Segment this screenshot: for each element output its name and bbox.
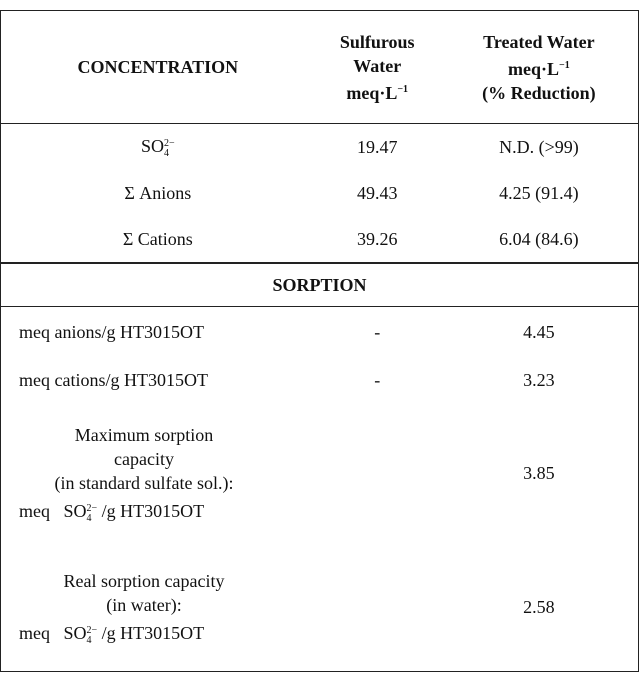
cell: Σ Anions (124, 182, 192, 203)
label-line: Real sorption capacity (63, 570, 225, 591)
row: meq anions/g HT3015OT - 4.45 (1, 307, 639, 358)
formula-sup: 2− (86, 624, 98, 636)
header-text: Sulfurous (339, 31, 415, 52)
section-title: SORPTION (0, 262, 639, 307)
header-cell: CONCENTRATION (1, 11, 315, 124)
cell: SO 2− 4 (1, 124, 315, 171)
cell: N.D. (>99) (499, 136, 579, 157)
cell: Maximum sorption capacity (in standard s… (1, 403, 315, 543)
unit-exp: −1 (559, 59, 570, 71)
row: Real sorption capacity (in water): meq S… (0, 543, 639, 672)
cell: 3.23 (523, 369, 555, 390)
suffix: /g HT3015OT (101, 622, 205, 643)
cell: Real sorption capacity (in water): meq S… (1, 543, 315, 672)
cell: Σ Cations (122, 228, 193, 249)
header-cell: Sulfurous Water meq·L−1 (315, 11, 440, 124)
header-text: CONCENTRATION (77, 57, 239, 77)
label-line: Maximum sorption (74, 424, 214, 445)
cell: meq anions/g HT3015OT (19, 321, 204, 342)
unit: meq·L (508, 58, 560, 79)
cell: 4.25 (91.4) (499, 182, 579, 203)
prefix: meq (19, 500, 50, 521)
cell: meq cations/g HT3015OT (19, 369, 208, 390)
header-row: CONCENTRATION Sulfurous Water meq·L−1 Tr… (0, 10, 639, 124)
cell: 19.47 (356, 136, 398, 157)
unit: meq·L (346, 82, 398, 103)
row: Maximum sorption capacity (in standard s… (1, 403, 639, 543)
unit-exp: −1 (397, 83, 409, 95)
row: Σ Anions 49.43 4.25 (91.4) (1, 170, 639, 216)
cell: 4.45 (523, 321, 555, 342)
row: Σ Cations 39.26 6.04 (84.6) (1, 216, 639, 263)
cell: 3.85 (523, 462, 555, 483)
cell: - (374, 369, 381, 390)
label-line: (in standard sulfate sol.): (54, 472, 234, 493)
suffix: /g HT3015OT (101, 500, 205, 521)
row: meq cations/g HT3015OT - 3.23 (1, 357, 639, 403)
header-note: (% Reduction) (482, 82, 596, 103)
prefix: meq (19, 622, 50, 643)
label-line: capacity (114, 448, 174, 469)
section-row: SORPTION (0, 262, 639, 307)
header-text: Treated Water (483, 31, 595, 52)
header-text: Water (353, 55, 402, 76)
cell: 39.26 (356, 228, 398, 249)
cell (315, 403, 440, 543)
formula-sub: 4 (164, 147, 169, 159)
row: SO 2− 4 19.47 N.D. (>99) (1, 124, 639, 171)
data-table: CONCENTRATION Sulfurous Water meq·L−1 Tr… (0, 10, 639, 672)
formula-sup: 2− (164, 137, 175, 149)
formula-base: SO (140, 135, 164, 156)
cell: 49.43 (356, 182, 398, 203)
formula-sup: 2− (86, 502, 98, 514)
cell (315, 543, 440, 672)
formula-base: SO (63, 500, 87, 521)
label-line: (in water): (106, 594, 182, 615)
cell: 6.04 (84.6) (499, 228, 579, 249)
header-cell: Treated Water meq·L−1 (% Reduction) (440, 11, 639, 124)
cell: - (374, 321, 381, 342)
formula-sub: 4 (86, 512, 92, 524)
cell: 2.58 (523, 596, 555, 617)
formula-sub: 4 (86, 634, 92, 646)
formula-base: SO (63, 622, 87, 643)
